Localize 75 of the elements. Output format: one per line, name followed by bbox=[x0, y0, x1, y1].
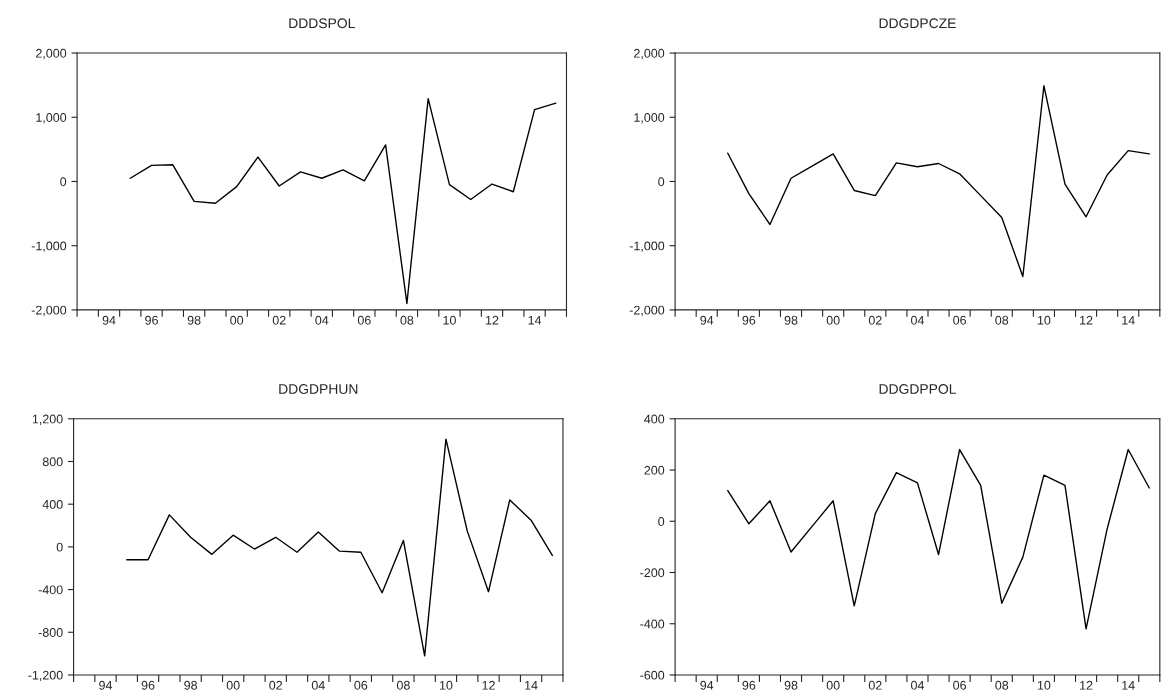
x-tick-label: 00 bbox=[826, 680, 840, 690]
x-tick-label: 02 bbox=[868, 315, 882, 325]
x-tick-label: 06 bbox=[354, 680, 368, 690]
y-tick-label: 2,000 bbox=[36, 48, 67, 60]
y-tick-label: 200 bbox=[644, 465, 665, 475]
x-tick-label: 98 bbox=[187, 315, 201, 325]
x-tick-label: 12 bbox=[482, 680, 495, 690]
x-tick-label: 98 bbox=[784, 680, 798, 690]
y-tick-label: -400 bbox=[640, 619, 665, 629]
x-tick-label: 96 bbox=[145, 315, 158, 325]
x-tick-label: 06 bbox=[953, 680, 967, 690]
y-tick-label: -600 bbox=[640, 670, 665, 680]
x-tick-label: 14 bbox=[525, 680, 538, 690]
x-tick-label: 14 bbox=[528, 315, 542, 325]
y-tick-label: -1,200 bbox=[28, 670, 63, 682]
y-tick-label: -200 bbox=[640, 568, 665, 578]
x-tick-label: 04 bbox=[911, 315, 925, 325]
x-tick-label: 12 bbox=[1080, 315, 1093, 325]
x-tick-label: 94 bbox=[102, 315, 116, 325]
x-tick-label: 94 bbox=[99, 680, 113, 690]
line-series bbox=[727, 448, 1150, 630]
x-tick-label: 98 bbox=[184, 680, 198, 690]
x-tick-label: 04 bbox=[911, 680, 925, 690]
x-tick-label: 00 bbox=[226, 680, 240, 690]
y-tick-label: 0 bbox=[658, 517, 665, 526]
x-tick-label: 04 bbox=[311, 680, 325, 690]
chart-title: DDDSPOL bbox=[289, 18, 355, 29]
y-tick-label: 0 bbox=[60, 177, 67, 187]
y-tick-label: 1,000 bbox=[36, 113, 67, 124]
y-tick-label: -800 bbox=[38, 628, 63, 637]
y-tick-label: 0 bbox=[658, 177, 665, 187]
line-series bbox=[129, 97, 557, 305]
x-tick-label: 14 bbox=[1122, 315, 1135, 325]
x-tick-label: 96 bbox=[742, 680, 756, 690]
y-tick-label: -1,000 bbox=[629, 241, 665, 252]
x-tick-label: 06 bbox=[357, 315, 371, 325]
y-tick-label: 400 bbox=[644, 414, 665, 424]
y-tick-label: -2,000 bbox=[31, 305, 67, 317]
x-tick-label: 08 bbox=[995, 315, 1009, 325]
x-tick-label: 10 bbox=[439, 680, 453, 690]
x-tick-label: 12 bbox=[486, 315, 499, 325]
x-tick-label: 10 bbox=[1037, 315, 1051, 325]
chart-title: DDGDPHUN bbox=[279, 384, 358, 394]
line-series bbox=[126, 438, 554, 657]
y-tick-label: 1,200 bbox=[32, 414, 63, 425]
y-tick-label: 2,000 bbox=[634, 48, 665, 60]
x-tick-label: 02 bbox=[272, 315, 286, 325]
chart-title: DDGDPCZE bbox=[879, 18, 956, 29]
y-tick-label: 0 bbox=[56, 542, 63, 552]
x-tick-label: 98 bbox=[784, 315, 798, 325]
x-tick-label: 00 bbox=[826, 315, 840, 325]
x-tick-label: 14 bbox=[1122, 680, 1135, 690]
x-tick-label: 94 bbox=[700, 315, 714, 325]
y-tick-label: 400 bbox=[42, 499, 63, 509]
x-tick-label: 94 bbox=[700, 680, 714, 690]
x-tick-label: 10 bbox=[1037, 680, 1051, 690]
x-tick-label: 08 bbox=[995, 680, 1009, 690]
x-tick-label: 00 bbox=[230, 315, 244, 325]
y-tick-label: -2,000 bbox=[629, 305, 665, 317]
y-tick-label: -400 bbox=[38, 585, 63, 595]
x-tick-label: 04 bbox=[315, 315, 329, 325]
line-series bbox=[727, 85, 1150, 278]
y-tick-label: -1,000 bbox=[31, 241, 67, 252]
x-tick-label: 06 bbox=[953, 315, 967, 325]
chart-title: DDGDPPOL bbox=[879, 384, 956, 394]
x-tick-label: 08 bbox=[396, 680, 410, 690]
y-tick-label: 800 bbox=[42, 457, 63, 467]
x-tick-label: 10 bbox=[443, 315, 456, 325]
x-tick-label: 96 bbox=[742, 315, 756, 325]
x-tick-label: 02 bbox=[269, 680, 283, 690]
x-tick-label: 08 bbox=[400, 315, 414, 325]
y-tick-label: 1,000 bbox=[634, 113, 665, 124]
x-tick-label: 12 bbox=[1080, 680, 1093, 690]
x-tick-label: 02 bbox=[868, 680, 882, 690]
x-tick-label: 96 bbox=[141, 680, 155, 690]
